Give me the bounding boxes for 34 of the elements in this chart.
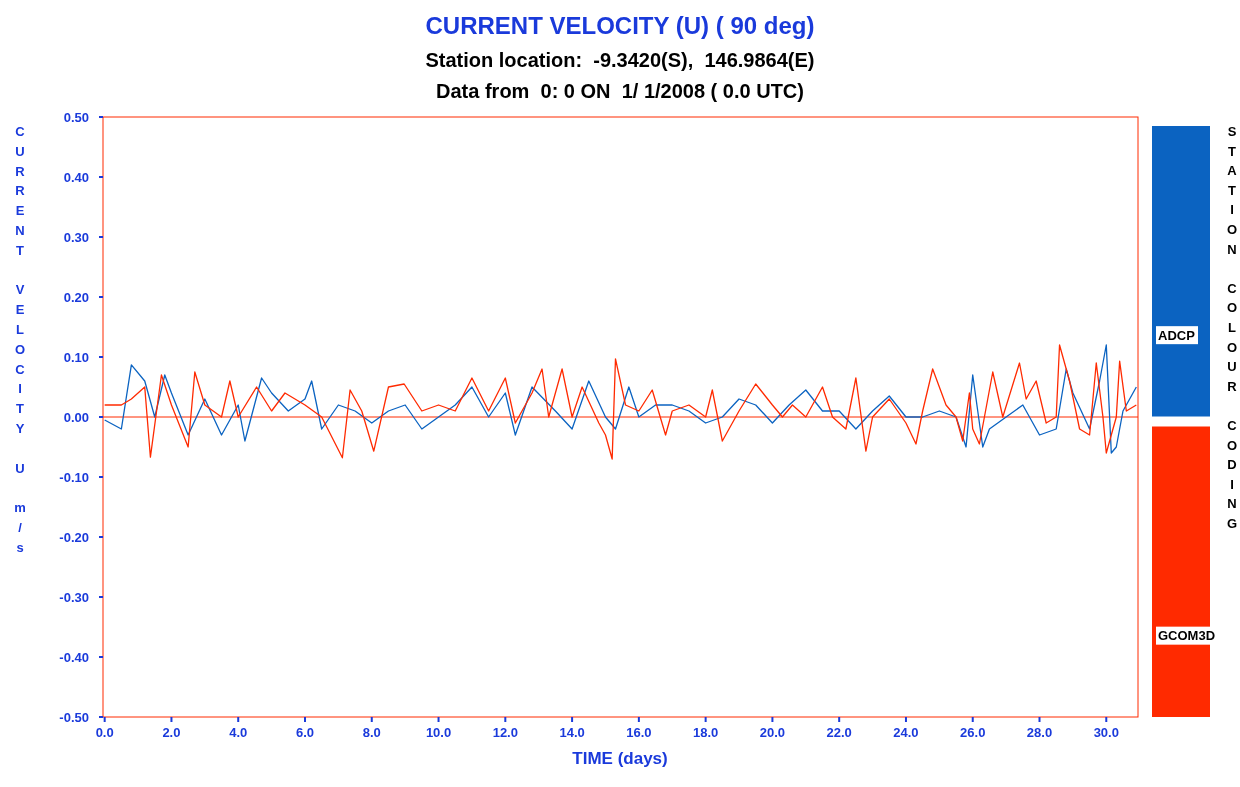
x-tick-label: 18.0 (692, 725, 719, 740)
y-tick-label: 0.50 (63, 109, 89, 125)
x-tick-label: 24.0 (893, 725, 919, 740)
x-tick-label: 0.0 (95, 725, 114, 740)
x-tick-label: 2.0 (162, 725, 181, 740)
x-tick-label: 16.0 (626, 725, 652, 740)
y-tick-label: -0.20 (59, 529, 89, 545)
x-tick-label: 10.0 (425, 725, 452, 740)
x-axis-title: TIME (days) (572, 749, 668, 768)
text: STATION COLOUR CODING (1226, 124, 1238, 531)
x-tick-label: 8.0 (362, 725, 381, 740)
text: CURRENT VELOCITY U m/s (14, 124, 26, 555)
y-tick-label: 0.10 (63, 349, 89, 365)
y-tick-label: -0.40 (59, 649, 89, 665)
text: GCOM3D (1158, 628, 1216, 644)
y-tick-label: -0.30 (59, 589, 89, 605)
chart-subtitle: Station location: -9.3420(S), 146.9864(E) Data from 0: 0 ON 1/ 1/2008 ( 0.0 UTC) (425, 49, 815, 102)
y-tick-label: 0.30 (63, 229, 89, 245)
x-tick-label: 14.0 (559, 725, 585, 740)
y-tick-label: -0.10 (59, 469, 89, 485)
text: ADCP (1158, 327, 1196, 343)
x-tick-label: 28.0 (1026, 725, 1053, 740)
y-tick-label: -0.50 (59, 709, 89, 725)
chart-title: CURRENT VELOCITY (U) ( 90 deg) (425, 12, 815, 39)
y-tick-label: 0.40 (63, 169, 89, 185)
x-tick-label: 6.0 (295, 725, 315, 740)
x-tick-label: 26.0 (960, 725, 986, 740)
x-tick-label: 12.0 (492, 725, 518, 740)
x-tick-label: 22.0 (826, 725, 852, 740)
x-tick-label: 4.0 (229, 725, 248, 740)
y-tick-label: 0.00 (63, 409, 89, 425)
y-tick-label: 0.20 (63, 289, 89, 305)
x-tick-label: 30.0 (1093, 725, 1119, 740)
x-tick-label: 20.0 (759, 725, 786, 740)
